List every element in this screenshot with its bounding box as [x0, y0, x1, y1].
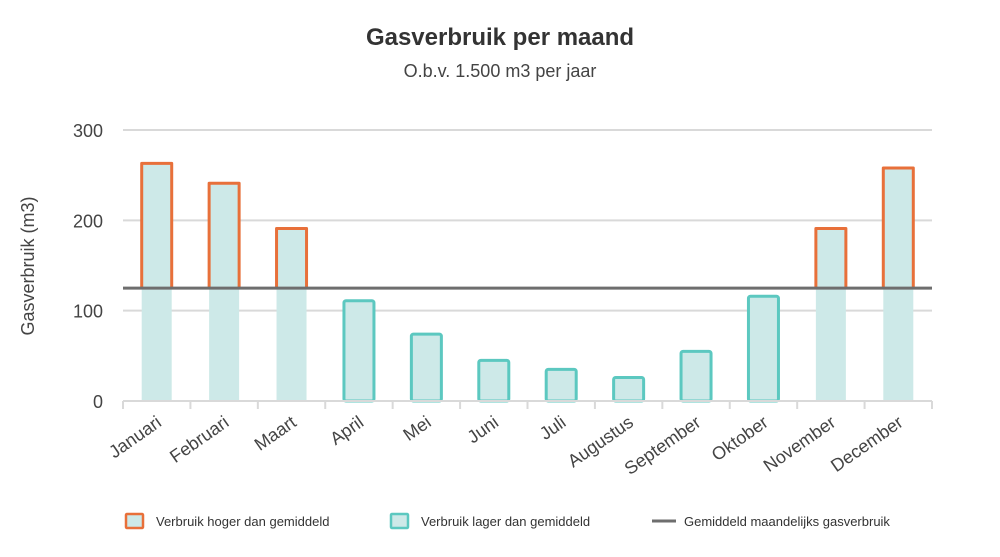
legend-label: Verbruik hoger dan gemiddeld	[156, 514, 329, 529]
x-tick-label: Maart	[251, 412, 300, 455]
y-tick-label: 0	[93, 392, 103, 412]
x-axis	[122, 400, 933, 409]
bar-fill	[411, 334, 442, 401]
bar-fill	[883, 167, 914, 401]
chart-title: Gasverbruik per maand	[366, 24, 634, 51]
bar-fill	[343, 300, 374, 401]
legend-item-above: Verbruik hoger dan gemiddeld	[124, 512, 329, 530]
bar-fill	[141, 163, 172, 401]
bar-december	[881, 166, 915, 401]
x-tick-labels: Januari Februari Maart April Mei Juni JuliAugu…	[105, 412, 906, 479]
y-tick-label: 300	[73, 121, 103, 141]
bar-oktober	[746, 294, 780, 403]
bar-september	[679, 349, 713, 403]
bar-februari	[207, 181, 241, 401]
bar-januari	[140, 161, 174, 401]
legend-swatch-box	[389, 512, 410, 530]
x-tick-label: Juni	[464, 412, 503, 447]
legend-label: Verbruik lager dan gemiddeld	[421, 514, 590, 529]
bars	[140, 161, 915, 403]
legend-label: Gemiddeld maandelijks gasverbruik	[684, 514, 890, 529]
bar-fill	[546, 369, 577, 401]
x-tick-label: April	[326, 412, 367, 449]
bar-outline-above	[814, 226, 848, 289]
bar-juni	[477, 358, 511, 403]
y-tick-label: 200	[73, 211, 103, 231]
x-tick-label: September	[621, 412, 705, 479]
bar-november	[814, 226, 848, 401]
y-tick-labels: 0 100 200 300	[73, 121, 103, 412]
x-tick-label: December	[827, 412, 906, 476]
grid-lines	[123, 129, 932, 312]
bar-fill	[681, 351, 712, 401]
x-tick-label: November	[760, 412, 839, 476]
legend-swatch-box	[124, 512, 145, 530]
bar-fill	[209, 183, 240, 401]
x-tick-label: Februari	[166, 412, 232, 467]
chart-subtitle: O.b.v. 1.500 m3 per jaar	[404, 61, 597, 81]
bar-fill	[815, 228, 846, 401]
bar-outline-above	[275, 226, 309, 289]
x-tick-label: Mei	[399, 412, 434, 445]
y-tick-label: 100	[73, 302, 103, 322]
bar-fill	[748, 296, 779, 401]
bar-outline-above	[881, 166, 915, 289]
bar-maart	[275, 226, 309, 401]
bar-fill	[613, 377, 644, 401]
y-axis-label: Gasverbruik (m3)	[18, 196, 38, 335]
bar-augustus	[612, 376, 646, 403]
x-tick-label: Januari	[105, 412, 165, 462]
bar-april	[342, 299, 376, 403]
x-tick-label: Juli	[536, 412, 570, 444]
bar-outline-above	[140, 161, 174, 289]
legend-item-average: Gemiddeld maandelijks gasverbruik	[652, 514, 890, 529]
bar-outline-above	[207, 181, 241, 289]
bar-juli	[544, 367, 578, 403]
bar-fill	[478, 360, 509, 401]
legend-item-below: Verbruik lager dan gemiddeld	[389, 512, 590, 530]
legend: Verbruik hoger dan gemiddeld Verbruik lag…	[124, 512, 890, 530]
bar-fill	[276, 228, 307, 401]
bar-mei	[409, 332, 443, 403]
